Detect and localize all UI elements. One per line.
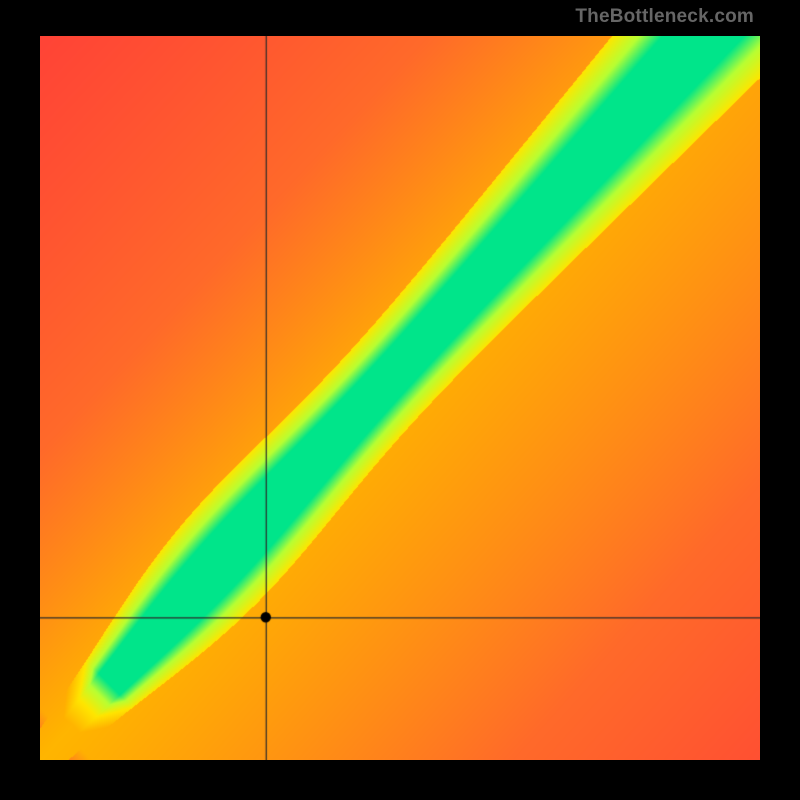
heatmap-canvas	[40, 36, 760, 760]
attribution-text: TheBottleneck.com	[575, 6, 754, 28]
plot-area	[40, 36, 760, 760]
chart-container: TheBottleneck.com	[0, 0, 800, 800]
